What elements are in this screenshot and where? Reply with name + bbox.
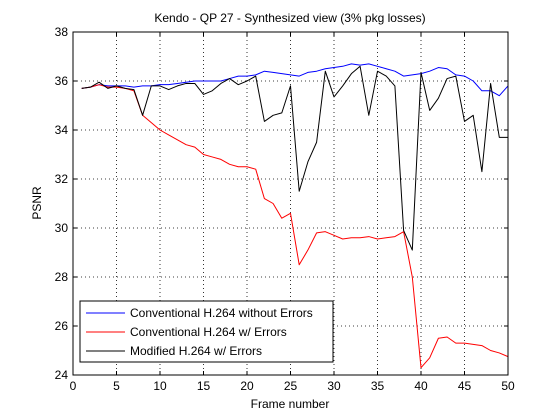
x-tick-label: 45 <box>458 379 472 393</box>
series-line-2 <box>81 84 509 369</box>
y-tick-label: 38 <box>55 25 69 39</box>
x-tick-label: 20 <box>240 379 254 393</box>
x-tick-label: 10 <box>153 379 167 393</box>
y-tick-label: 26 <box>55 319 69 333</box>
y-tick-label: 28 <box>55 270 69 284</box>
x-tick-label: 25 <box>284 379 298 393</box>
series-line-3 <box>81 65 508 251</box>
legend-label-2: Conventional H.264 w/ Errors <box>130 325 287 339</box>
x-tick-label: 30 <box>327 379 341 393</box>
y-tick-label: 34 <box>55 123 69 137</box>
x-tick-label: 40 <box>414 379 428 393</box>
legend: Conventional H.264 without Errors Convent… <box>79 300 334 363</box>
x-tick-label: 5 <box>113 379 120 393</box>
legend-label-3: Modified H.264 w/ Errors <box>130 344 262 358</box>
y-tick-label: 30 <box>55 221 69 235</box>
x-tick-label: 50 <box>501 379 515 393</box>
y-tick-label: 24 <box>55 368 69 382</box>
y-tick-label: 32 <box>55 172 69 186</box>
legend-label-1: Conventional H.264 without Errors <box>130 306 313 320</box>
series-layer <box>81 63 509 369</box>
x-tick-label: 15 <box>197 379 211 393</box>
chart-title: Kendo - QP 27 - Synthesized view (3% pkg… <box>154 11 425 25</box>
y-tick-label: 36 <box>55 74 69 88</box>
x-tick-label: 35 <box>371 379 385 393</box>
tick-layer: 0 5 10 15 20 25 30 35 40 45 50 24 26 28 30 32 34 36 38 <box>55 25 515 393</box>
x-axis-label: Frame number <box>251 397 330 411</box>
x-tick-label: 0 <box>70 379 77 393</box>
y-axis-label: PSNR <box>30 186 44 220</box>
